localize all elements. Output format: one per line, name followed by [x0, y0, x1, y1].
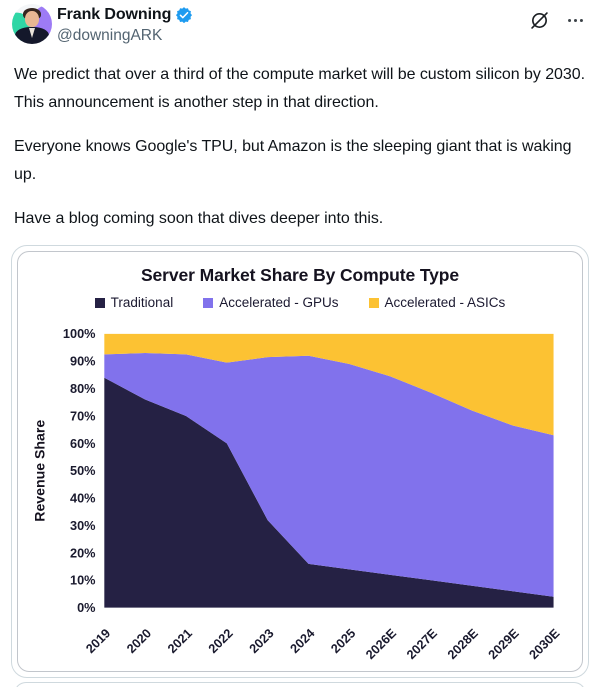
avatar-shirt: [29, 28, 35, 38]
area-series: [104, 377, 554, 608]
legend-label: Accelerated - GPUs: [219, 295, 339, 310]
legend-swatch-icon: [203, 297, 214, 308]
x-tick-label: 2026E: [363, 626, 399, 662]
next-card-peek: [14, 682, 586, 687]
legend-label: Traditional: [110, 295, 174, 310]
x-tick-label: 2024: [288, 626, 318, 656]
x-tick-label: 2022: [206, 626, 236, 656]
legend-item-traditional: Traditional: [94, 295, 174, 310]
x-tick-label: 2023: [247, 626, 277, 656]
y-axis-label: Revenue Share: [32, 420, 48, 522]
tweet-text: We predict that over a third of the comp…: [14, 61, 592, 233]
x-tick-label: 2021: [165, 626, 195, 656]
avatar-face: [25, 11, 39, 27]
y-tick-label: 10%: [70, 574, 95, 588]
more-icon[interactable]: [564, 9, 586, 31]
y-tick-label: 0%: [77, 601, 95, 615]
author-row: Frank Downing: [57, 6, 193, 24]
chart-plot: 0% 10% 20% 30% 40% 50% 60% 70% 80% 90% 100% 2019 202…: [32, 327, 563, 662]
grok-icon[interactable]: [528, 9, 550, 31]
y-tick-label: 20%: [70, 546, 95, 560]
chart-image: Server Market Share By Compute Type Trad…: [17, 251, 583, 672]
header-actions: [528, 9, 586, 31]
chart-legend: Traditional Accelerated - GPUs Accelerat…: [18, 295, 582, 310]
author-handle[interactable]: @downingARK: [57, 27, 163, 44]
avatar[interactable]: [12, 4, 52, 44]
author-name[interactable]: Frank Downing: [57, 6, 172, 23]
y-tick-label: 30%: [70, 519, 95, 533]
tweet-paragraph: Everyone knows Google's TPU, but Amazon …: [14, 138, 572, 183]
y-tick-label: 90%: [70, 355, 95, 369]
x-tick-label: 2019: [83, 626, 113, 656]
legend-item-asics: Accelerated - ASICs: [368, 295, 506, 310]
area-series: [104, 333, 554, 436]
y-tick-label: 70%: [70, 409, 95, 423]
legend-item-gpus: Accelerated - GPUs: [203, 295, 339, 310]
x-tick-label: 2025: [328, 626, 358, 656]
chart-media-card[interactable]: Server Market Share By Compute Type Trad…: [11, 245, 589, 678]
y-tick-label: 80%: [70, 382, 95, 396]
legend-label: Accelerated - ASICs: [384, 295, 506, 310]
y-tick-label: 50%: [70, 464, 95, 478]
x-tick-label: 2027E: [404, 626, 440, 662]
x-tick-label: 2020: [124, 626, 154, 656]
x-tick-label: 2028E: [445, 626, 481, 662]
x-tick-label: 2030E: [527, 626, 563, 662]
y-tick-label: 100%: [63, 327, 96, 341]
tweet-paragraph: We predict that over a third of the comp…: [14, 66, 585, 111]
x-tick-label: 2029E: [486, 626, 522, 662]
legend-swatch-icon: [368, 297, 379, 308]
y-tick-label: 40%: [70, 492, 95, 506]
tweet-paragraph: Have a blog coming soon that dives deepe…: [14, 210, 384, 227]
verified-badge-icon: [175, 6, 193, 24]
chart-title: Server Market Share By Compute Type: [140, 265, 460, 285]
legend-swatch-icon: [94, 297, 105, 308]
y-tick-label: 60%: [70, 437, 95, 451]
area-series: [104, 353, 554, 597]
